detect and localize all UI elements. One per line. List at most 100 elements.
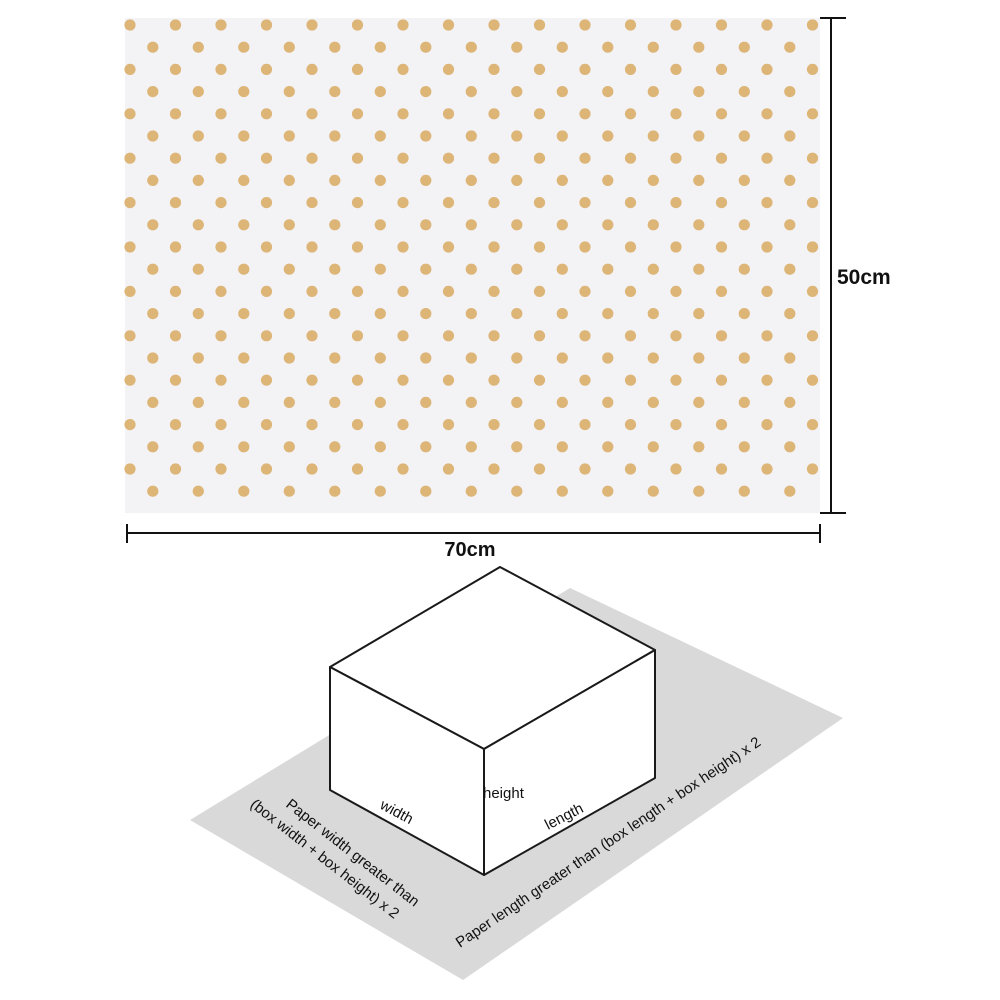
polka-dot [670, 19, 682, 31]
polka-dot [533, 63, 546, 75]
polka-dot [351, 197, 364, 209]
polka-dot [283, 441, 295, 453]
polka-dot [624, 152, 637, 164]
polka-dot [488, 419, 500, 431]
polka-dot [465, 219, 477, 231]
polka-dot [420, 130, 432, 142]
polka-dot [784, 396, 796, 408]
polka-dot [715, 463, 728, 475]
polka-dot [169, 241, 182, 253]
polka-dot [420, 86, 432, 98]
polka-dot [351, 63, 364, 75]
polka-dot [147, 174, 159, 186]
polka-dot [647, 396, 659, 408]
polka-dot [238, 41, 250, 53]
polka-dot [602, 41, 614, 53]
polka-dot [329, 130, 341, 142]
polka-dot [693, 352, 705, 364]
polka-dot [511, 219, 523, 231]
polka-dot [693, 41, 705, 53]
polka-dot [533, 152, 546, 164]
polka-dot [738, 396, 750, 408]
polka-dot [556, 86, 568, 98]
polka-dot [147, 485, 159, 497]
polka-dot [192, 441, 204, 453]
polka-dot [488, 285, 500, 297]
polka-dot [260, 241, 273, 253]
polka-dot-pattern [124, 19, 819, 497]
polka-dot [124, 374, 136, 386]
polka-dot [192, 219, 204, 231]
polka-dot [420, 263, 432, 275]
polka-dot [147, 263, 159, 275]
polka-dot [306, 285, 318, 297]
polka-dot [693, 308, 705, 320]
polka-dot [442, 330, 455, 342]
polka-dot [351, 419, 364, 431]
polka-dot [215, 63, 227, 75]
polka-dot [715, 152, 728, 164]
polka-dot [602, 485, 614, 497]
polka-dot [124, 330, 136, 342]
polka-dot [624, 108, 637, 120]
polka-dot [488, 19, 500, 31]
polka-dot [329, 219, 341, 231]
polka-dot [624, 19, 637, 31]
polka-dot [806, 152, 819, 164]
polka-dot [283, 174, 295, 186]
polka-dot [533, 374, 546, 386]
polka-dot [147, 86, 159, 98]
polka-dot [420, 219, 432, 231]
polka-dot [784, 263, 796, 275]
polka-dot [647, 86, 659, 98]
polka-dot [260, 330, 273, 342]
polka-dot [511, 441, 523, 453]
polka-dot [624, 197, 637, 209]
polka-dot [465, 352, 477, 364]
polka-dot [624, 330, 637, 342]
polka-dot [306, 463, 318, 475]
polka-dot [761, 330, 773, 342]
polka-dot [397, 285, 409, 297]
polka-dot [374, 174, 386, 186]
polka-dot [806, 463, 819, 475]
polka-dot [602, 396, 614, 408]
polka-dot [693, 174, 705, 186]
polka-dot [511, 485, 523, 497]
polka-dot [784, 308, 796, 320]
polka-dot [329, 485, 341, 497]
polka-dot [215, 419, 227, 431]
polka-dot [693, 263, 705, 275]
polka-dot [329, 263, 341, 275]
polka-dot [738, 308, 750, 320]
polka-dot [784, 130, 796, 142]
polka-dot [420, 41, 432, 53]
polka-dot [647, 441, 659, 453]
polka-dot [283, 485, 295, 497]
polka-dot [602, 174, 614, 186]
polka-dot [488, 241, 500, 253]
polka-dot [602, 86, 614, 98]
polka-dot [715, 285, 728, 297]
polka-dot [442, 108, 455, 120]
polka-dot [784, 174, 796, 186]
polka-dot [442, 197, 455, 209]
polka-dot [329, 174, 341, 186]
polka-dot [761, 152, 773, 164]
polka-dot [670, 241, 682, 253]
polka-dot [806, 285, 819, 297]
polka-dot [329, 86, 341, 98]
polka-dot [351, 374, 364, 386]
polka-dot [215, 285, 227, 297]
polka-dot [806, 241, 819, 253]
polka-dot [647, 263, 659, 275]
polka-dot [260, 463, 273, 475]
polka-dot [397, 108, 409, 120]
polka-dot [602, 352, 614, 364]
polka-dot [624, 285, 637, 297]
polka-dot [511, 352, 523, 364]
polka-dot [715, 374, 728, 386]
polka-dot [511, 396, 523, 408]
polka-dot [260, 152, 273, 164]
